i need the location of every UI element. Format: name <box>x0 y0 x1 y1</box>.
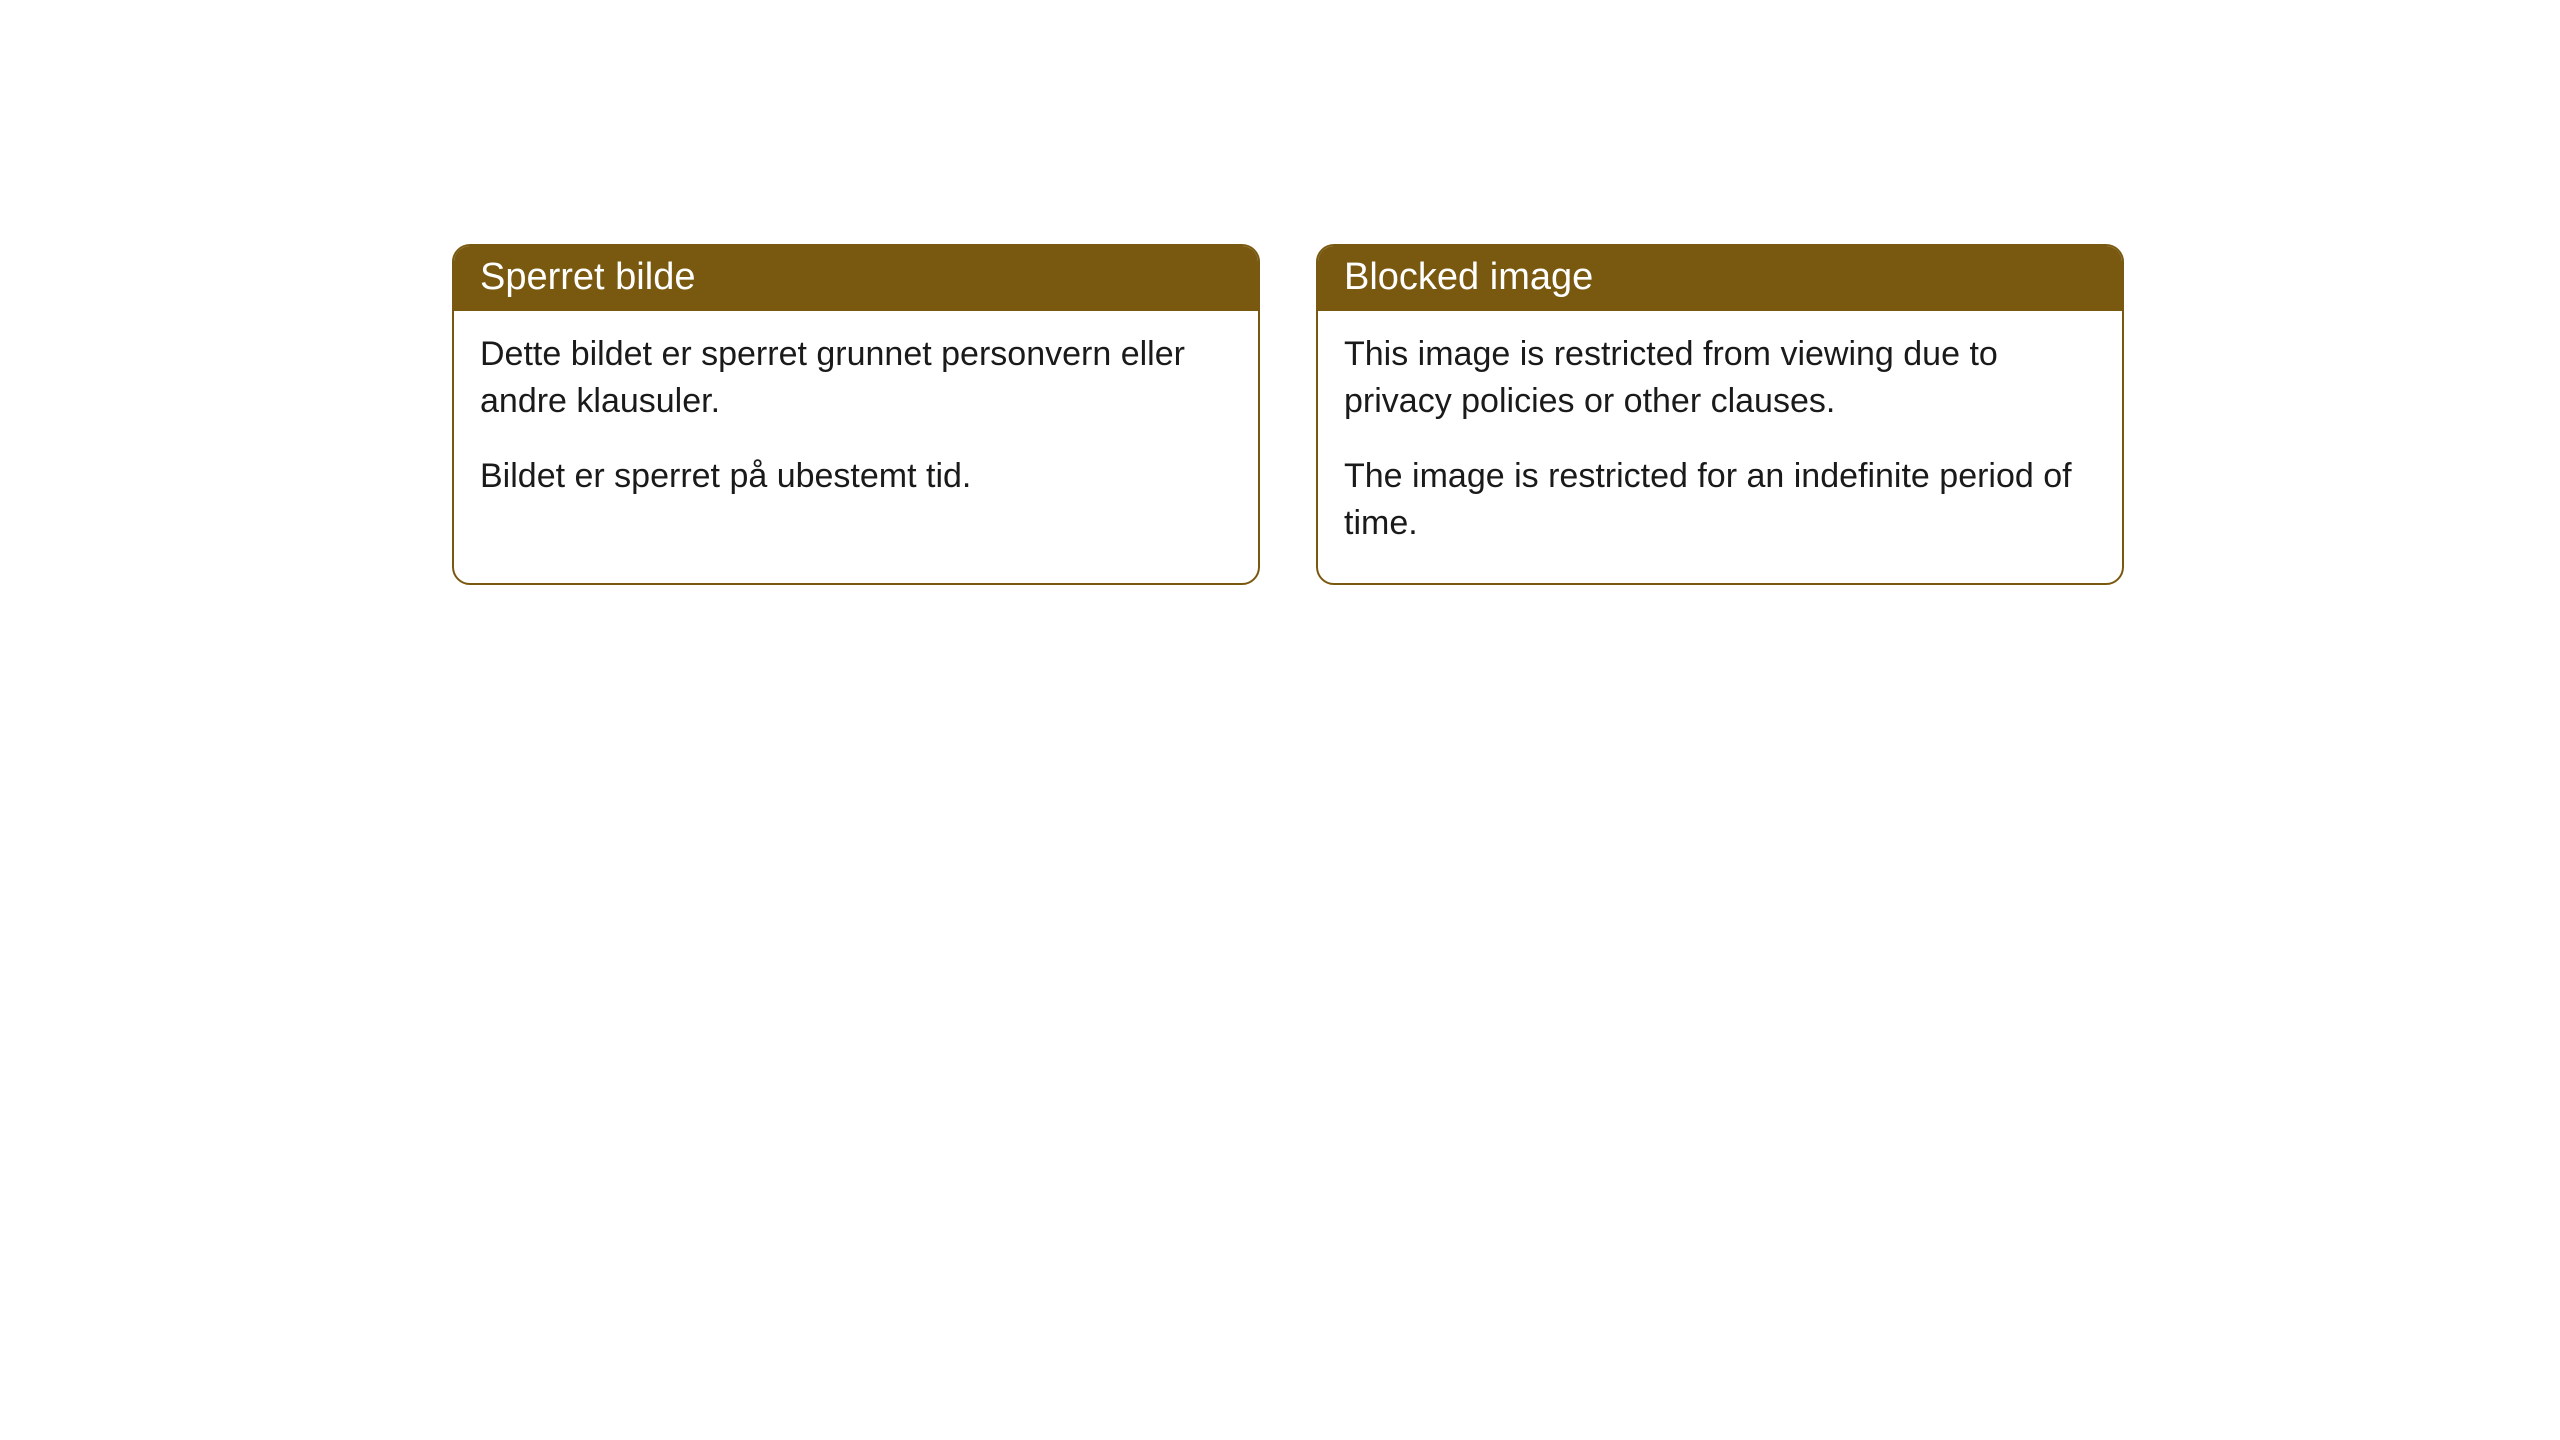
card-paragraph: The image is restricted for an indefinit… <box>1344 453 2096 547</box>
card-header: Blocked image <box>1318 246 2122 311</box>
card-header: Sperret bilde <box>454 246 1258 311</box>
card-body: This image is restricted from viewing du… <box>1318 311 2122 583</box>
card-paragraph: This image is restricted from viewing du… <box>1344 331 2096 425</box>
notice-cards-container: Sperret bilde Dette bildet er sperret gr… <box>0 0 2560 585</box>
card-title: Sperret bilde <box>480 256 695 298</box>
card-body: Dette bildet er sperret grunnet personve… <box>454 311 1258 536</box>
notice-card-norwegian: Sperret bilde Dette bildet er sperret gr… <box>452 244 1260 585</box>
card-title: Blocked image <box>1344 256 1593 298</box>
card-paragraph: Bildet er sperret på ubestemt tid. <box>480 453 1232 500</box>
card-paragraph: Dette bildet er sperret grunnet personve… <box>480 331 1232 425</box>
notice-card-english: Blocked image This image is restricted f… <box>1316 244 2124 585</box>
